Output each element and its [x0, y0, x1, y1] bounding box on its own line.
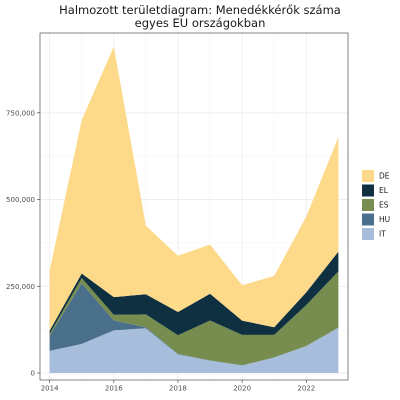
- legend-swatch-el: [362, 184, 374, 197]
- axis-layer: 2014 2016 2018 2020 2022 0 250,000 500,000 750,0…: [6, 109, 315, 392]
- chart-title: Halmozott területdiagram: Menedékkérők s…: [59, 3, 341, 30]
- chart-title-line-1: Halmozott területdiagram: Menedékkérők s…: [59, 3, 341, 17]
- y-tick-label: 250,000: [6, 283, 35, 291]
- legend-swatch-es: [362, 199, 374, 211]
- legend-label-de: DE: [379, 172, 390, 181]
- area-series-hu: [49, 283, 339, 366]
- legend-label-it: IT: [379, 230, 386, 239]
- legend-label-hu: HU: [379, 215, 390, 224]
- x-tick-label: 2022: [297, 385, 315, 393]
- x-tick-label: 2016: [105, 385, 123, 393]
- x-tick-label: 2018: [169, 385, 187, 393]
- area-series-de: [49, 46, 339, 331]
- area-layer: [49, 46, 339, 374]
- area-series-it: [49, 327, 339, 374]
- legend: DE EL ES HU IT: [362, 170, 390, 240]
- chart-title-line-2: egyes EU országokban: [135, 16, 266, 30]
- plot-panel-border: [39, 32, 349, 381]
- legend-swatch-hu: [362, 213, 374, 226]
- legend-swatch-de: [362, 170, 374, 182]
- y-tick-label: 750,000: [6, 109, 35, 117]
- y-tick-label: 500,000: [6, 196, 35, 204]
- legend-label-el: EL: [379, 186, 389, 195]
- legend-label-es: ES: [379, 201, 389, 210]
- x-tick-label: 2014: [41, 385, 59, 393]
- y-tick-label: 0: [31, 370, 35, 378]
- legend-swatch-it: [362, 228, 374, 240]
- area-series-el: [49, 251, 339, 336]
- area-series-es: [49, 271, 339, 366]
- x-tick-label: 2020: [233, 385, 251, 393]
